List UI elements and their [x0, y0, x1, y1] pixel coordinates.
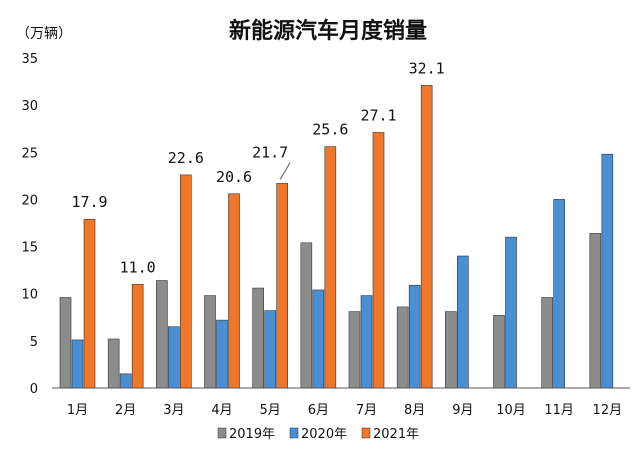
bar-2019年-5月: [252, 287, 264, 389]
legend-label: 2020年: [301, 427, 347, 442]
x-tick-label: 3月: [163, 403, 184, 418]
data-label: 11.0: [120, 258, 156, 276]
bar-2019年-10月: [493, 315, 505, 389]
x-tick-label: 11月: [544, 403, 574, 418]
x-tick-label: 9月: [452, 403, 473, 418]
data-label: 25.6: [312, 121, 348, 139]
legend-swatch: [217, 427, 227, 439]
bar-2019年-6月: [300, 242, 313, 389]
x-tick-label: 10月: [496, 403, 526, 418]
bar-2021年-8月: [420, 85, 433, 389]
x-tick-label: 4月: [211, 403, 232, 418]
bar-2019年-8月: [396, 306, 409, 389]
data-labels-group: 17.9 11.0 22.6 20.621.7 25.6 27.1 32.1: [71, 59, 444, 276]
bar-2019年-7月: [348, 311, 361, 389]
bar-2020年-5月: [264, 310, 276, 389]
legend-label: 2021年: [373, 427, 419, 442]
x-tick-label: 6月: [308, 403, 329, 418]
bar-2020年-8月: [408, 284, 421, 389]
bar-2021年-7月: [372, 132, 385, 389]
bar-2020年-4月: [216, 319, 228, 389]
bar-2019年-12月: [589, 233, 602, 389]
bar-2020年-12月: [601, 153, 614, 389]
bar-2020年-1月: [71, 339, 84, 389]
y-axis: 0 5 10 15 20 25 30 35: [21, 52, 38, 397]
data-label: 27.1: [360, 106, 396, 124]
y-tick-label: 30: [21, 99, 38, 114]
y-tick-label: 10: [21, 288, 38, 303]
bar-2020年-3月: [168, 326, 180, 389]
x-tick-label: 2月: [115, 403, 136, 418]
bar-2019年-11月: [541, 297, 553, 389]
bar-2019年-3月: [156, 280, 168, 389]
y-tick-label: 0: [30, 382, 38, 397]
chart-title: 新能源汽车月度销量: [229, 18, 427, 44]
data-label-leader: [279, 162, 291, 180]
bar-2019年-9月: [445, 311, 457, 389]
x-tick-label: 8月: [404, 403, 425, 418]
legend-swatch: [361, 427, 371, 439]
data-label: 20.6: [216, 168, 252, 186]
bar-2021年-6月: [324, 146, 337, 389]
y-tick-label: 5: [30, 335, 38, 350]
bar-2020年-6月: [312, 289, 325, 389]
bar-2020年-9月: [457, 255, 469, 389]
bar-2021年-3月: [180, 174, 192, 389]
y-tick-label: 20: [21, 193, 38, 208]
x-axis: 1月 2月 3月 4月 5月 6月 7月 8月 9月 10月 11月 12月: [67, 403, 622, 418]
bar-2020年-2月: [119, 373, 132, 389]
unit-label: （万辆）: [16, 26, 72, 42]
x-tick-label: 12月: [593, 403, 623, 418]
bar-2019年-2月: [107, 338, 120, 389]
bar-2021年-5月: [276, 183, 288, 389]
bars-group: [59, 85, 614, 389]
bar-2020年-7月: [360, 295, 373, 389]
bar-2020年-10月: [505, 236, 517, 389]
bar-2019年-4月: [204, 295, 216, 389]
bar-2020年-11月: [553, 199, 565, 389]
data-label: 21.7: [252, 143, 288, 161]
x-tick-label: 7月: [356, 403, 377, 418]
bar-2019年-1月: [59, 297, 72, 389]
y-tick-label: 25: [21, 146, 38, 161]
y-tick-label: 35: [21, 52, 38, 67]
x-tick-label: 1月: [67, 403, 88, 418]
bar-2021年-4月: [228, 193, 240, 389]
legend: 2019年 2020年 2021年: [217, 427, 419, 442]
data-label: 22.6: [168, 149, 204, 167]
legend-swatch: [289, 427, 299, 439]
data-label: 32.1: [409, 59, 445, 77]
y-tick-label: 15: [21, 241, 38, 256]
bar-2021年-1月: [83, 218, 96, 389]
bar-2021年-2月: [131, 283, 144, 389]
x-tick-label: 5月: [260, 403, 281, 418]
legend-label: 2019年: [229, 427, 275, 442]
data-label: 17.9: [71, 193, 107, 211]
